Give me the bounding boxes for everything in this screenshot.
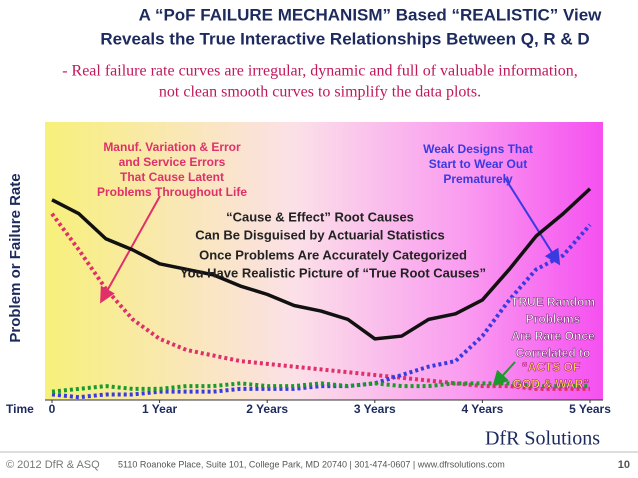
annotation: Start to Wear Out [429, 157, 527, 171]
annotation: and Service Errors [119, 155, 226, 169]
annotation: Correlated to [516, 346, 591, 360]
annotation: Manuf. Variation & Error [103, 140, 241, 154]
annotation: Prematurely [443, 172, 513, 186]
annotation: Once Problems Are Accurately Categorized [199, 247, 467, 262]
annotation: Problems [526, 312, 581, 326]
series-line [50, 212, 590, 391]
title: Reveals the True Interactive Relationshi… [100, 29, 589, 48]
series-line [51, 223, 592, 400]
x-tick-label: 1 Year [142, 402, 177, 416]
page-number: 10 [618, 459, 630, 471]
subtitle: not clean smooth curves to simplify the … [159, 84, 481, 101]
annotation: Are Rare Once [511, 329, 595, 343]
x-tick-label: 5 Years [569, 402, 611, 416]
annotation: Can Be Disguised by Actuarial Statistics [195, 227, 444, 242]
annotation: Weak Designs That [423, 142, 533, 156]
annotation: TRUE Random [511, 295, 595, 309]
annotation: You Have Realistic Picture of “True Root… [180, 265, 486, 280]
x-tick-label: 3 Years [354, 402, 396, 416]
series-line [51, 187, 592, 341]
arrow [492, 361, 516, 387]
address: 5110 Roanoke Place, Suite 101, College P… [118, 459, 505, 469]
logo: DfR Solutions [485, 428, 600, 450]
annotation: That Cause Latent [120, 170, 224, 184]
annotation: Problems Throughout Life [97, 185, 247, 199]
subtitle: - Real failure rate curves are irregular… [62, 63, 578, 80]
title: A “PoF FAILURE MECHANISM” Based “REALIST… [139, 5, 603, 24]
annotation: “ACTS OF [522, 360, 581, 374]
series-line [51, 381, 590, 394]
x-tick-label: 4 Years [461, 402, 503, 416]
x-axis-label: Time [6, 402, 34, 416]
arrow [504, 177, 561, 266]
annotation: GOD & WAR” [513, 377, 590, 391]
copyright: © 2012 DfR & ASQ [6, 459, 100, 471]
annotation: “Cause & Effect” Root Causes [226, 209, 414, 224]
x-tick-label: 0 [49, 402, 56, 416]
plot-background [45, 122, 603, 400]
y-axis-label: Problem or Failure Rate [7, 173, 24, 342]
x-tick-label: 2 Years [246, 402, 288, 416]
